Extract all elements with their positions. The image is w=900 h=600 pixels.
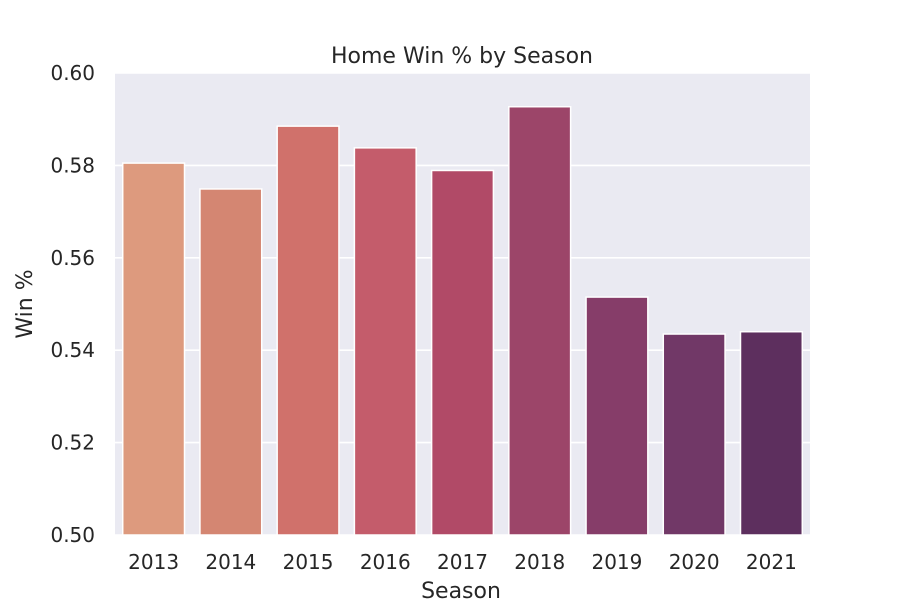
bar-2017 xyxy=(430,169,495,536)
y-tick-label: 0.60 xyxy=(50,61,95,85)
x-axis-ticks: 2013 2014 2015 2016 2017 2018 2019 2020 2021 xyxy=(128,550,797,574)
x-tick-label: 2015 xyxy=(283,550,334,574)
bars xyxy=(121,105,804,536)
y-tick-label: 0.52 xyxy=(50,431,95,455)
x-tick-label: 2019 xyxy=(591,550,642,574)
bar-2015 xyxy=(276,125,340,536)
chart-title: Home Win % by Season xyxy=(331,44,593,69)
y-tick-label: 0.56 xyxy=(50,246,95,270)
y-axis-ticks: 0.50 0.52 0.54 0.56 0.58 0.60 xyxy=(50,61,95,547)
y-tick-label: 0.50 xyxy=(50,523,95,547)
y-axis-title: Win % xyxy=(13,269,38,338)
bar-2013 xyxy=(121,162,186,536)
y-tick-label: 0.54 xyxy=(50,338,95,362)
x-tick-label: 2016 xyxy=(360,550,411,574)
x-tick-label: 2013 xyxy=(128,550,179,574)
x-axis-title: Season xyxy=(421,579,501,600)
bar-2016 xyxy=(353,147,417,536)
x-tick-label: 2017 xyxy=(437,550,488,574)
bar-2019 xyxy=(585,296,649,536)
x-tick-label: 2014 xyxy=(205,550,256,574)
x-tick-label: 2021 xyxy=(746,550,797,574)
x-tick-label: 2020 xyxy=(669,550,720,574)
bar-2018 xyxy=(508,105,572,536)
bar-2014 xyxy=(199,188,263,536)
y-tick-label: 0.58 xyxy=(50,153,95,177)
bar-2021 xyxy=(739,330,804,536)
bar-2020 xyxy=(662,333,726,536)
x-tick-label: 2018 xyxy=(514,550,565,574)
